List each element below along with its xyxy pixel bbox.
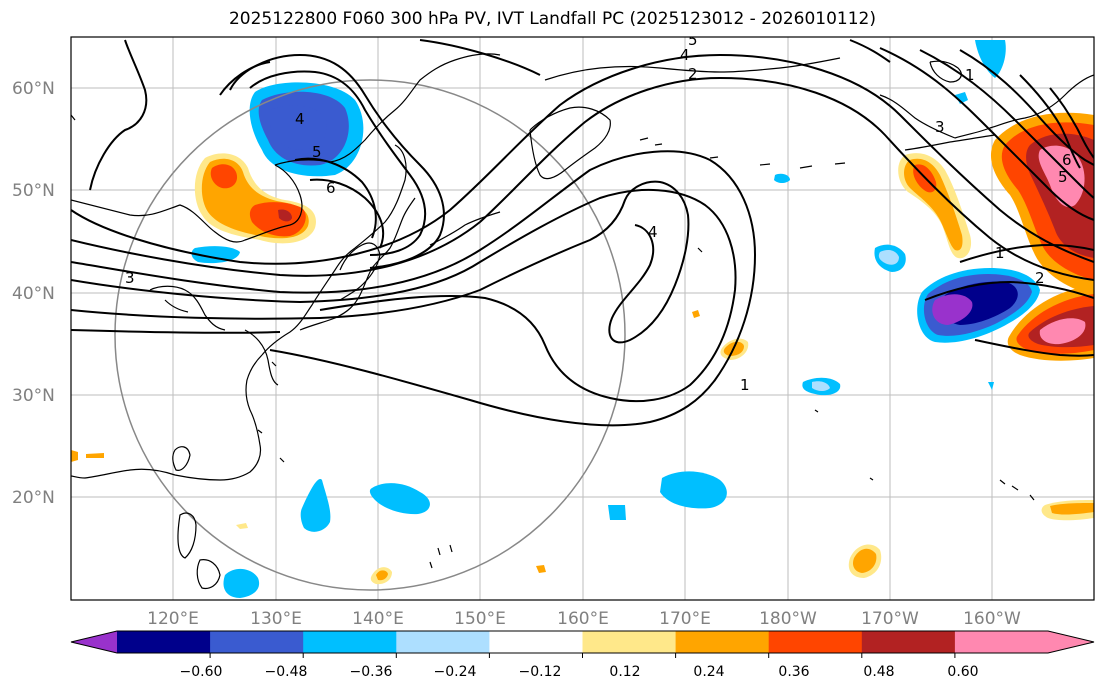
map-panel: 5 4 2 3 4 5 6 3 4 1 2 6 5 1 1 [71, 31, 1094, 600]
contour-label: 5 [1058, 168, 1068, 186]
pv-contour-5 [71, 180, 690, 344]
lat-label: 60°N [12, 79, 55, 99]
colorbar-segments [71, 631, 1094, 653]
lat-label: 30°N [12, 386, 55, 406]
colorbar-tick-label: 0.48 [863, 664, 894, 680]
pv-contour-11 [309, 178, 385, 249]
colorbar-segment [954, 631, 1049, 653]
contour-label: 4 [295, 110, 305, 128]
lon-label: 140°E [352, 609, 404, 629]
contour-label: 5 [312, 143, 322, 161]
lon-label: 160°E [557, 609, 609, 629]
colorbar-extend-max [1048, 631, 1094, 653]
contour-label: 2 [688, 65, 698, 83]
ivt-shading [71, 40, 1094, 598]
pv-contour-14 [879, 47, 1094, 221]
contour-label: 1 [965, 66, 975, 84]
pv-contour-3 [71, 150, 757, 427]
plot-title: 2025122800 F060 300 hPa PV, IVT Landfall… [228, 9, 876, 29]
contour-label: 5 [688, 31, 698, 49]
contour-label: 3 [125, 269, 135, 287]
lon-label: 130°E [250, 609, 302, 629]
colorbar-segment [117, 631, 211, 653]
blob-okhotsk-negative [249, 82, 364, 177]
pv-contour-15 [919, 49, 1094, 199]
colorbar: −0.60 −0.48 −0.36 −0.24 −0.12 0.12 0.24 … [70, 630, 1095, 680]
pv-contours [71, 39, 1094, 427]
contour-label: 3 [935, 118, 945, 136]
lon-label: 150°E [454, 609, 506, 629]
colorbar-tick-label: 0.12 [609, 664, 640, 680]
colorbar-tick-label: −0.48 [265, 664, 308, 680]
pv-contour-10 [89, 39, 148, 191]
lon-label: 160°W [963, 609, 1021, 629]
pv-contour-9 [219, 61, 271, 96]
colorbar-tick-label: −0.24 [434, 664, 477, 680]
colorbar-segment [303, 631, 397, 653]
lon-label: 170°W [861, 609, 919, 629]
pv-contour-17 [1019, 74, 1081, 169]
colorbar-segment [675, 631, 770, 653]
colorbar-tick-labels: −0.60 −0.48 −0.36 −0.24 −0.12 0.12 0.24 … [180, 664, 979, 680]
lat-label: 20°N [12, 488, 55, 508]
pv-contour-21 [974, 339, 1094, 357]
pv-contour-12 [294, 157, 377, 239]
colorbar-tick-label: −0.36 [350, 664, 393, 680]
pv-contour-18 [1049, 87, 1094, 159]
blob-north-negative [975, 40, 1006, 78]
contour-label: 1 [995, 244, 1005, 262]
pv-contour-16 [959, 49, 1094, 166]
colorbar-tick-label: −0.12 [519, 664, 562, 680]
longitude-labels: 120°E 130°E 140°E 150°E 160°E 170°E 180°… [147, 609, 1021, 629]
colorbar-segment [489, 631, 583, 653]
pv-contour-22 [849, 39, 891, 63]
pv-contour-labels: 5 4 2 3 4 5 6 3 4 1 2 6 5 1 1 [125, 31, 1072, 394]
blob-manchuria-positive [194, 153, 316, 244]
contour-label: 4 [680, 46, 690, 64]
lat-label: 50°N [12, 181, 55, 201]
contour-label: 1 [740, 376, 750, 394]
contour-label: 6 [326, 179, 336, 197]
colorbar-segment [582, 631, 677, 653]
latitude-labels: 60°N 50°N 40°N 30°N 20°N [12, 79, 55, 508]
contour-label: 6 [1062, 151, 1072, 169]
colorbar-ticks [209, 653, 956, 658]
pv-contour-2 [71, 76, 1094, 281]
colorbar-segment [768, 631, 863, 653]
contour-label: 4 [648, 223, 658, 241]
pv-contour-7 [229, 53, 445, 269]
colorbar-tick-label: −0.60 [180, 664, 223, 680]
colorbar-outline [70, 630, 1095, 654]
pv-contour-8 [249, 70, 427, 256]
pv-contour-1 [71, 53, 1094, 265]
colorbar-extend-min [71, 631, 117, 653]
lon-label: 180°W [759, 609, 817, 629]
lon-label: 120°E [147, 609, 199, 629]
lon-label: 170°E [659, 609, 711, 629]
contour-label: 2 [1035, 269, 1045, 287]
blob-yellow-sea-negative [191, 246, 240, 264]
colorbar-segment [396, 631, 490, 653]
lat-label: 40°N [12, 284, 55, 304]
pv-contour-6 [71, 329, 281, 334]
pv-contour-13 [419, 39, 541, 76]
colorbar-tick-label: 0.60 [947, 664, 978, 680]
pv-contour-4 [71, 189, 737, 403]
colorbar-segment [861, 631, 956, 653]
colorbar-tick-label: 0.36 [778, 664, 809, 680]
map-frame [70, 36, 1095, 601]
colorbar-tick-label: 0.24 [693, 664, 724, 680]
colorbar-segment [210, 631, 304, 653]
pv-contour-20 [924, 280, 1094, 301]
pv-contour-19 [959, 243, 1094, 263]
radius-circle [114, 79, 626, 591]
